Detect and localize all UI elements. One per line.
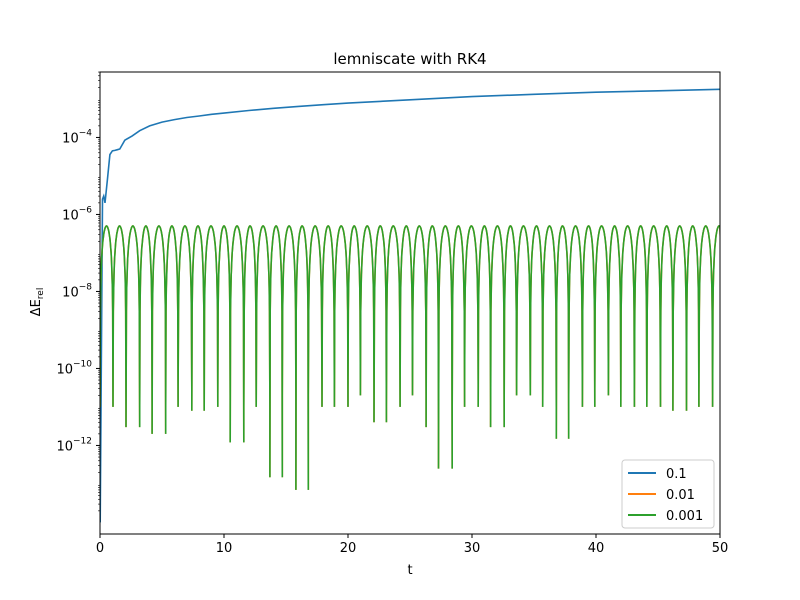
x-tick-label: 0	[96, 541, 104, 556]
y-tick-label: 10−12	[56, 436, 92, 454]
y-tick-label: 10−10	[56, 359, 92, 377]
axes: 0 10 20 30 40 50 10−4 10−6 10−8 10−10 10−12	[56, 71, 729, 556]
y-tick-label: 10−6	[62, 205, 92, 223]
x-tick-label: 40	[588, 541, 605, 556]
legend-label-0-1: 0.1	[666, 467, 687, 482]
x-tick-label: 50	[712, 541, 729, 556]
series-line-0-1	[100, 88, 720, 523]
y-axis-label-sub: rel	[36, 288, 46, 300]
legend: 0.1 0.01 0.001	[621, 459, 715, 529]
series-line-0-001	[100, 225, 720, 490]
legend-label-0-001: 0.001	[666, 509, 703, 524]
x-tick-label: 20	[340, 541, 357, 556]
y-tick-label: 10−8	[62, 282, 92, 300]
chart-title: lemniscate with RK4	[333, 50, 486, 68]
legend-label-0-01: 0.01	[666, 488, 695, 503]
y-tick-label: 10−4	[62, 128, 92, 146]
x-axis-label: t	[407, 563, 412, 578]
x-tick-label: 10	[216, 541, 233, 556]
y-axis-label: ΔErel	[29, 288, 46, 317]
x-tick-label: 30	[464, 541, 481, 556]
legend-box	[621, 459, 715, 529]
y-axis-label-main: ΔE	[29, 299, 44, 316]
plot-area	[100, 88, 720, 523]
